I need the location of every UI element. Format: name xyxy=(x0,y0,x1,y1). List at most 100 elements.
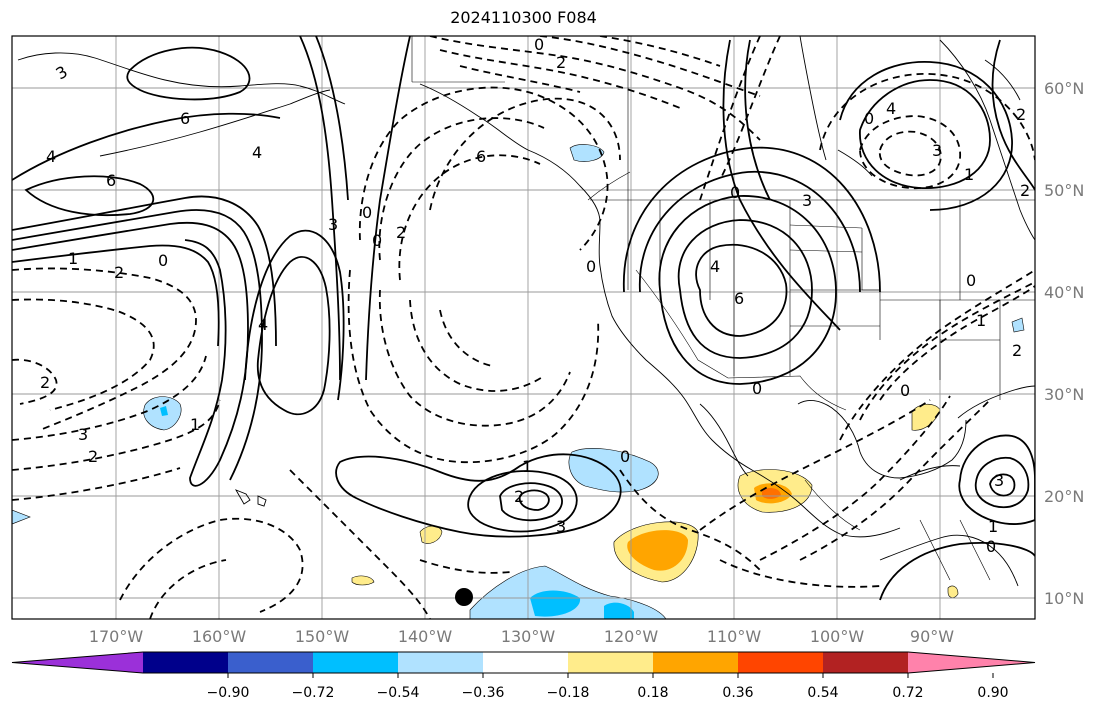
contour-label: 2 xyxy=(1020,181,1030,200)
lon-label: 140°W xyxy=(398,627,453,646)
contour-label: 0 xyxy=(586,257,596,276)
contour-label: 3 xyxy=(328,215,338,234)
contour-label: 1 xyxy=(190,415,200,434)
longitude-labels: 170°W 160°W 150°W 140°W 130°W 120°W 110°… xyxy=(89,627,954,646)
contour-label: 0 xyxy=(372,231,382,250)
contour-label: 2 xyxy=(40,373,50,392)
map-frame xyxy=(11,35,1036,620)
fill-light-blue-left-edge xyxy=(12,509,31,525)
contour-label: 3 xyxy=(932,141,942,160)
coastlines xyxy=(17,36,1035,587)
contour-label: 6 xyxy=(106,171,116,190)
contours-solid xyxy=(12,36,1035,601)
contour-label: 2 xyxy=(396,223,406,242)
colorbar-outline xyxy=(11,651,1036,674)
colorbar-segment xyxy=(568,652,654,673)
contours-dashed xyxy=(12,36,1035,619)
fill-deep-blue-south-b xyxy=(604,602,634,619)
map-title: 2024110300 F084 xyxy=(450,8,597,27)
colorbar-tick-label: 0.36 xyxy=(722,685,753,701)
contour-label: 1 xyxy=(976,311,986,330)
colorbar-tick-label: 0.18 xyxy=(637,685,668,701)
contour-label: 0 xyxy=(362,203,372,222)
contour-label: 0 xyxy=(900,381,910,400)
colorbar-tick-label: 0.72 xyxy=(892,685,923,701)
latitude-labels: 60°N 50°N 40°N 30°N 20°N 10°N xyxy=(1044,79,1084,608)
lat-label: 50°N xyxy=(1044,181,1084,200)
fill-yellow-small-a xyxy=(419,525,443,544)
contour-label: 0 xyxy=(986,537,996,556)
contour-label: 3 xyxy=(802,191,812,210)
colorbar-tick-label: −0.18 xyxy=(547,685,590,701)
contour-label: 2 xyxy=(114,263,124,282)
contour-label: 1 xyxy=(522,457,532,476)
lon-label: 130°W xyxy=(501,627,556,646)
contour-label: 1 xyxy=(68,249,78,268)
colorbar-tick-label: −0.72 xyxy=(292,685,335,701)
contour-label: 4 xyxy=(258,315,268,334)
lon-label: 100°W xyxy=(810,627,865,646)
fill-yellow-caribbean xyxy=(947,585,959,598)
colorbar-tick-label: 0.90 xyxy=(977,685,1008,701)
contour-label: 6 xyxy=(476,147,486,166)
colorbar-ticks: −0.90 −0.72 −0.54 −0.36 −0.18 0.18 0.36 0.54 0.7… xyxy=(207,673,1009,701)
contour-label: 4 xyxy=(252,143,262,162)
lon-label: 90°W xyxy=(910,627,954,646)
lat-label: 40°N xyxy=(1044,283,1084,302)
lon-label: 160°W xyxy=(192,627,247,646)
colorbar-segment xyxy=(313,652,399,673)
contour-label: 2 xyxy=(514,487,524,506)
lon-label: 150°W xyxy=(295,627,350,646)
fill-yellow-small-b xyxy=(351,575,375,586)
colorbar-segment xyxy=(653,652,739,673)
colorbar-extend-min xyxy=(12,652,143,673)
fill-light-blue-canada xyxy=(569,144,605,162)
contour-label: 0 xyxy=(966,271,976,290)
fill-orange-pacific-south xyxy=(627,530,688,571)
contour-label: 3 xyxy=(78,425,88,444)
contour-label: 0 xyxy=(730,183,740,202)
colorbar-segment xyxy=(738,652,824,673)
contour-label: 3 xyxy=(994,471,1004,490)
colorbar-tick-label: 0.54 xyxy=(807,685,838,701)
lat-label: 30°N xyxy=(1044,385,1084,404)
contour-label: 0 xyxy=(864,109,874,128)
contour-labels: 0 2 3 6 4 6 4 1 2 0 3 0 2 0 1 4 6 0 3 0 … xyxy=(40,35,1030,556)
contour-label: 6 xyxy=(180,109,190,128)
lat-label: 20°N xyxy=(1044,487,1084,506)
contour-label: 0 xyxy=(620,447,630,466)
contour-label: 1 xyxy=(964,165,974,184)
contour-label: 4 xyxy=(46,147,56,166)
lon-label: 120°W xyxy=(604,627,659,646)
lon-label: 170°W xyxy=(89,627,144,646)
contour-label: 3 xyxy=(556,517,566,536)
contour-label: 4 xyxy=(710,257,720,276)
lat-label: 60°N xyxy=(1044,79,1084,98)
map-panel xyxy=(12,36,1035,619)
colorbar-extend-max xyxy=(908,652,1035,673)
contour-label: 0 xyxy=(534,35,544,54)
colorbar-tick-label: −0.54 xyxy=(377,685,420,701)
colorbar-segment xyxy=(483,652,569,673)
contour-label: 4 xyxy=(886,99,896,118)
contour-label: 2 xyxy=(88,447,98,466)
colorbar xyxy=(11,651,1036,674)
contour-label: 2 xyxy=(1016,105,1026,124)
colorbar-segment xyxy=(143,652,229,673)
colorbar-segment xyxy=(823,652,909,673)
contour-label: 1 xyxy=(988,517,998,536)
contour-label: 2 xyxy=(1012,341,1022,360)
lon-label: 110°W xyxy=(707,627,762,646)
marker-dot xyxy=(455,588,473,606)
lat-label: 10°N xyxy=(1044,589,1084,608)
contour-label: 6 xyxy=(734,289,744,308)
fill-blue-east-edge xyxy=(1011,317,1025,333)
colorbar-segment xyxy=(398,652,484,673)
contour-label: 2 xyxy=(556,53,566,72)
contour-label: 0 xyxy=(158,251,168,270)
colorbar-tick-label: −0.90 xyxy=(207,685,250,701)
fill-deep-blue-spot xyxy=(160,406,168,416)
colorbar-tick-label: −0.36 xyxy=(462,685,505,701)
fill-deep-blue-south-a xyxy=(530,590,581,617)
